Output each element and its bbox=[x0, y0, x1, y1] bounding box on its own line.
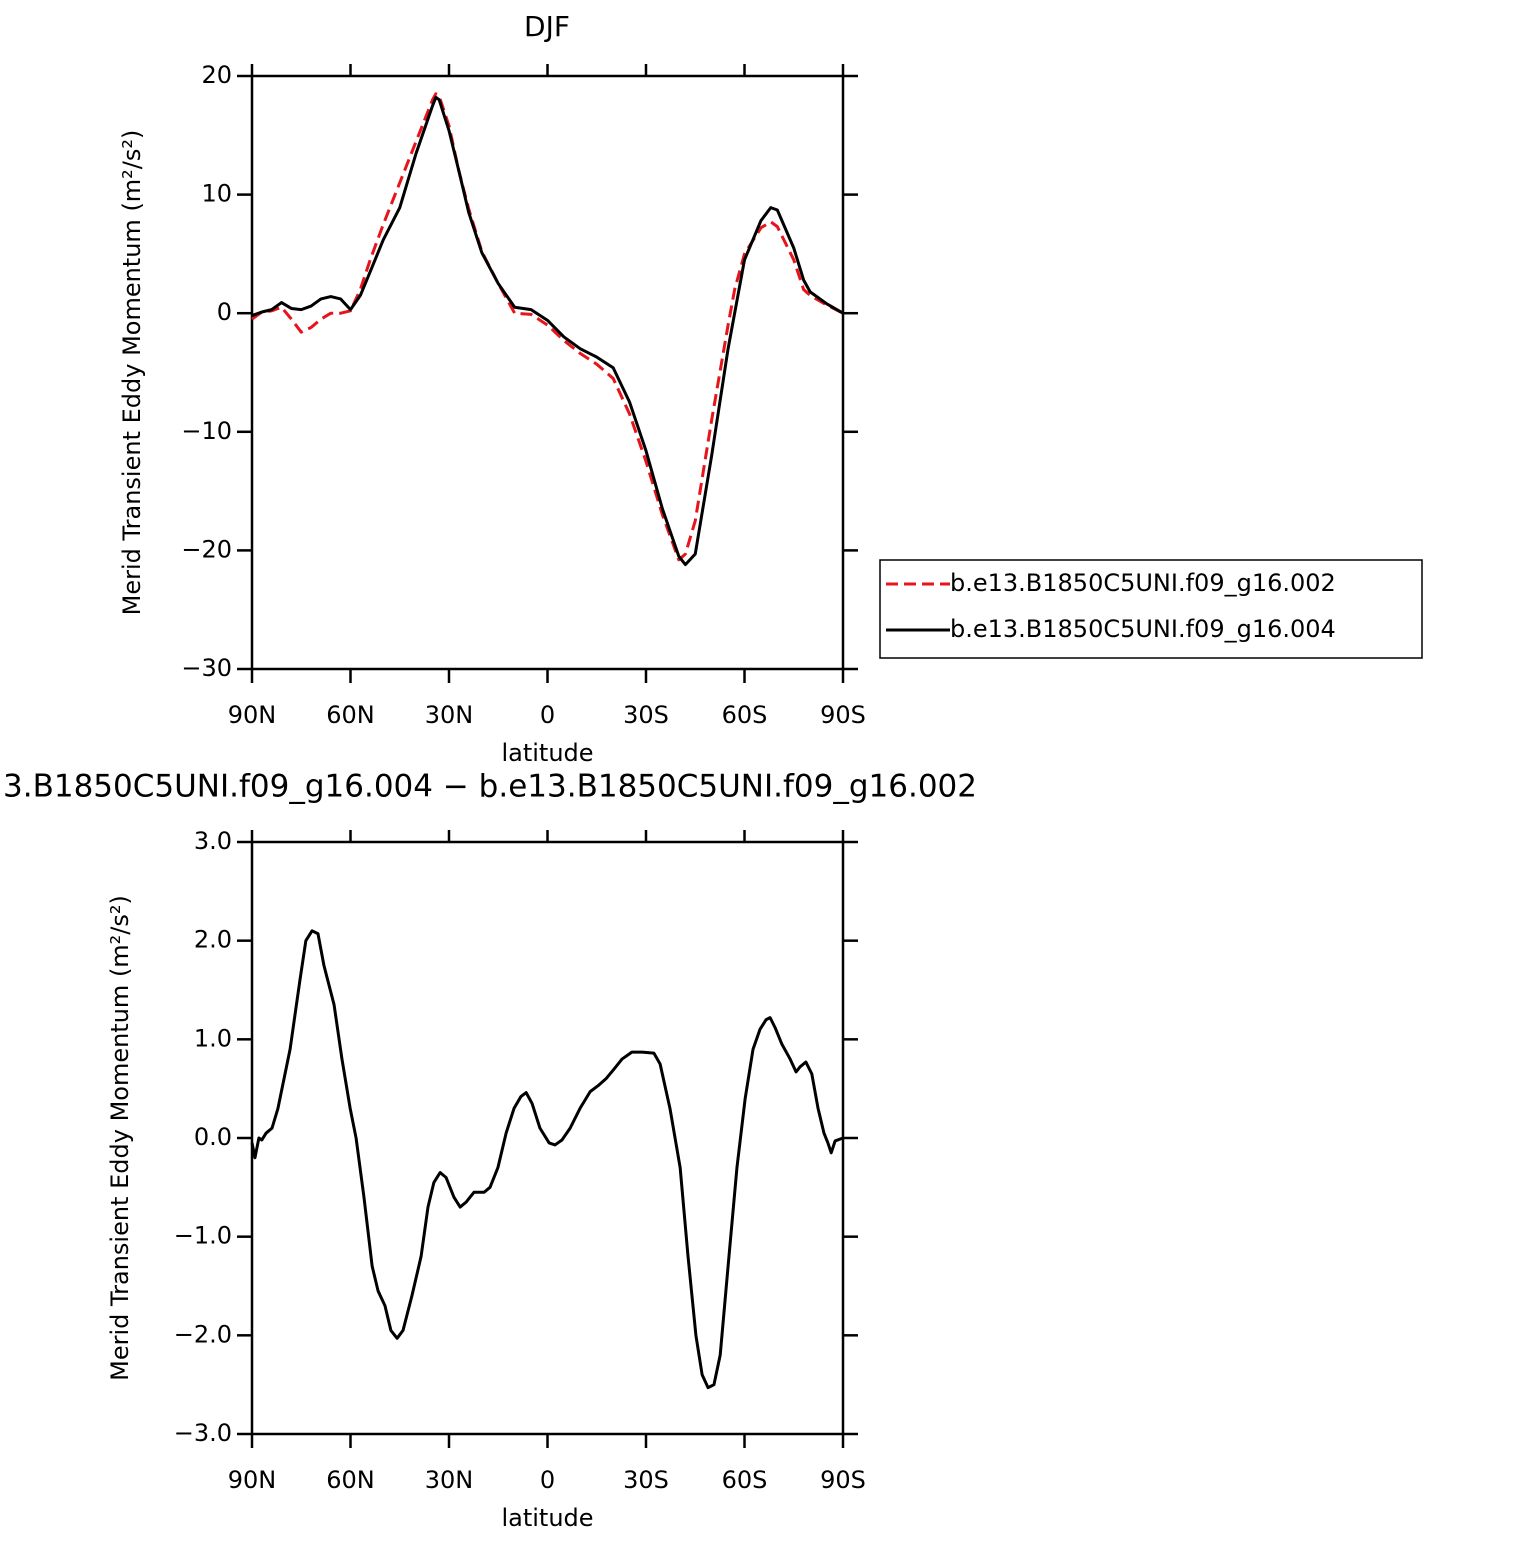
x-tick-label: 30N bbox=[425, 701, 474, 729]
y-tick-label: −2.0 bbox=[174, 1320, 232, 1348]
x-tick-label: 90S bbox=[820, 701, 866, 729]
x-tick-label: 0 bbox=[540, 1466, 555, 1494]
plot-frame bbox=[250, 74, 845, 671]
y-tick-label: −1.0 bbox=[174, 1222, 232, 1250]
x-tick-label: 60S bbox=[722, 701, 768, 729]
x-tick-label: 0 bbox=[540, 701, 555, 729]
y-tick-label: 0.0 bbox=[194, 1123, 232, 1151]
x-tick-label: 60N bbox=[326, 1466, 375, 1494]
data-line bbox=[251, 95, 844, 567]
x-tick-label: 60N bbox=[326, 701, 375, 729]
chart-title: DJF bbox=[524, 10, 570, 43]
legend-label: b.e13.B1850C5UNI.f09_g16.004 bbox=[950, 615, 1336, 643]
x-tick-label: 30N bbox=[425, 1466, 474, 1494]
y-tick-label: −30 bbox=[181, 654, 232, 682]
y-tick-label: −3.0 bbox=[174, 1419, 232, 1447]
y-tick-label: 20 bbox=[201, 61, 232, 89]
legend-box bbox=[879, 559, 1423, 659]
y-tick-label: −20 bbox=[181, 535, 232, 563]
x-tick-label: 30S bbox=[623, 1466, 669, 1494]
legend-label: b.e13.B1850C5UNI.f09_g16.002 bbox=[950, 569, 1336, 597]
y-tick-label: 1.0 bbox=[194, 1024, 232, 1052]
data-line bbox=[251, 92, 844, 562]
y-tick-label: 3.0 bbox=[194, 827, 232, 855]
x-tick-label: 60S bbox=[722, 1466, 768, 1494]
y-tick-label: −10 bbox=[181, 417, 232, 445]
chart-title: 3.B1850C5UNI.f09_g16.004 − b.e13.B1850C5… bbox=[3, 769, 977, 805]
y-axis-label: Merid Transient Eddy Momentum (m²/s²) bbox=[118, 130, 146, 616]
y-axis-label: Merid Transient Eddy Momentum (m²/s²) bbox=[106, 895, 134, 1381]
x-axis-label: latitude bbox=[501, 1504, 593, 1532]
y-tick-label: 0 bbox=[217, 298, 232, 326]
x-tick-label: 90S bbox=[820, 1466, 866, 1494]
data-line bbox=[250, 929, 844, 1390]
x-axis-label: latitude bbox=[501, 739, 593, 767]
x-tick-label: 90N bbox=[228, 701, 277, 729]
y-tick-label: 10 bbox=[201, 180, 232, 208]
x-tick-label: 30S bbox=[623, 701, 669, 729]
y-tick-label: 2.0 bbox=[194, 926, 232, 954]
x-tick-label: 90N bbox=[228, 1466, 277, 1494]
